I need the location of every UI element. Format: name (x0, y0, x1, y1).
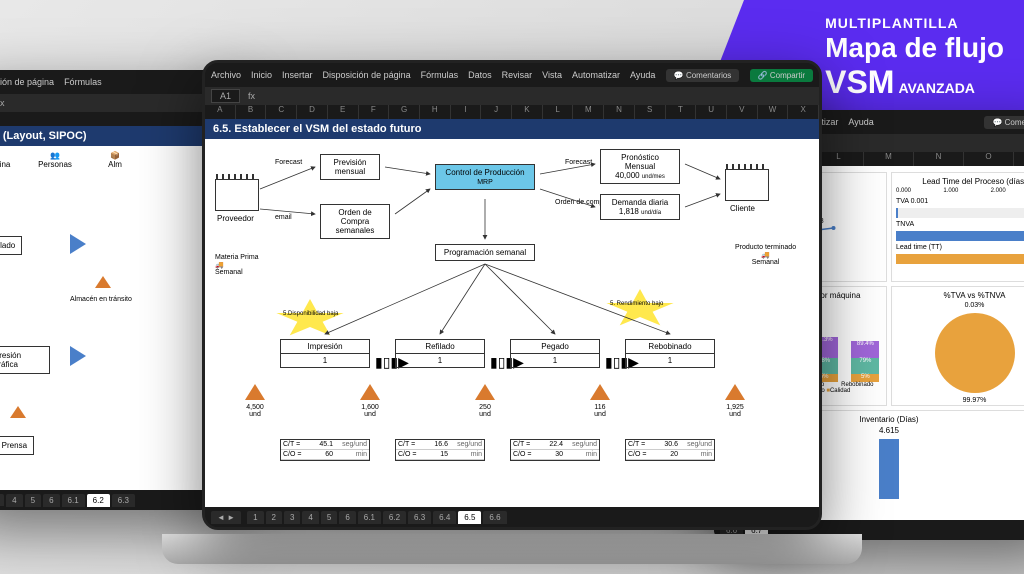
ct-table: C/T =16.6seg/und C/O =15min (395, 439, 485, 461)
ribbon-item[interactable]: Vista (542, 70, 562, 80)
ribbon-item[interactable]: Disposición de página (323, 70, 411, 80)
inv-label: 1,600und (350, 404, 390, 418)
maquina-icon: 🏭Máquina (0, 151, 20, 169)
ribbon-item[interactable]: Datos (468, 70, 492, 80)
proceso-box: Pegado1 (510, 339, 600, 368)
inventory-triangle (590, 384, 610, 400)
hero-text: MULTIPLANTILLA Mapa de flujo VSMAVANZADA (825, 15, 1004, 101)
inventory-triangle (95, 276, 111, 288)
tab[interactable]: 6.1 (358, 511, 381, 524)
ribbon-item[interactable]: Automatizar (572, 70, 620, 80)
cell-ref[interactable]: A1 (211, 89, 240, 103)
control-node: Control de ProducciónMRP (435, 164, 535, 190)
materia-label: Materia Prima🚚Semanal (215, 254, 259, 276)
proceso-box: Refilado1 (395, 339, 485, 368)
sheet-tabs-center: ◄ ► 1234566.16.26.36.46.56.6 (205, 507, 819, 527)
prog-semanal-node: Programación semanal (435, 244, 535, 261)
inv-label: 1,925und (715, 404, 755, 418)
hero-adv: AVANZADA (898, 80, 974, 96)
vsm-title: 6.5. Establecer el VSM del estado futuro (205, 119, 819, 139)
tab[interactable]: 6.1 (62, 494, 85, 507)
inventory-triangle (245, 384, 265, 400)
proveedor-icon (215, 179, 259, 211)
arrow-icon (70, 234, 86, 254)
tab[interactable]: 4 (302, 511, 318, 524)
forecast-label2: Forecast (565, 159, 592, 166)
tab[interactable]: 1 (247, 511, 263, 524)
ribbon-item[interactable]: Revisar (502, 70, 533, 80)
tab[interactable]: 6.6 (483, 511, 506, 524)
tab[interactable]: 6 (43, 494, 59, 507)
tab[interactable]: 6.3 (408, 511, 431, 524)
laptop-base (162, 534, 862, 564)
fx-icon[interactable]: fx (0, 98, 5, 108)
fx-icon[interactable]: fx (248, 91, 255, 101)
leadtime-chart: Lead Time del Proceso (días) 0.0001.0002… (891, 172, 1024, 282)
formula-bar-center: A1 fx (205, 87, 819, 105)
inventory-triangle (10, 406, 26, 418)
proceso-box: Rebobinado1 (625, 339, 715, 368)
ct-table: C/T =22.4seg/und C/O =30min (510, 439, 600, 461)
hero-tag: MULTIPLANTILLA (825, 15, 1004, 31)
ribbon-item[interactable]: Fórmulas (64, 77, 102, 87)
alm-icon: 📦Alm (90, 151, 140, 169)
comments-button[interactable]: 💬 Comentarios (666, 69, 740, 82)
impresion-node: 2. Impresión flexográfica (0, 346, 50, 374)
tab[interactable]: 6.5 (458, 511, 481, 524)
tab-active[interactable]: 6.2 (87, 494, 110, 507)
starburst-2 (605, 289, 675, 329)
demanda-node: Demanda diaria1,818 und/día (600, 194, 680, 220)
producto-label: Producto terminado🚚Semanal (735, 244, 796, 266)
inventory-triangle (475, 384, 495, 400)
inventory-triangle (360, 384, 380, 400)
ct-table: C/T =45.1seg/und C/O =60min (280, 439, 370, 461)
tab[interactable]: 6.3 (112, 494, 135, 507)
share-button[interactable]: 🔗 Compartir (750, 69, 813, 82)
starburst-1 (275, 299, 345, 339)
proceso-box: Impresión1 (280, 339, 370, 368)
tab[interactable]: 3 (284, 511, 300, 524)
ribbon-center: Archivo Inicio Insertar Disposición de p… (205, 63, 819, 87)
personas-icon: 👥Personas (30, 151, 80, 169)
forecast-label: Forecast (275, 159, 302, 166)
ct-table: C/T =30.6seg/und C/O =20min (625, 439, 715, 461)
col-headers-center: ABCDEFGHIJKLMNSTUVWX (205, 105, 819, 119)
tab[interactable]: 6 (339, 511, 355, 524)
ribbon-item[interactable]: Disposición de página (0, 77, 54, 87)
proveedor-label: Proveedor (217, 214, 254, 223)
cliente-label: Cliente (730, 204, 755, 213)
inv-label: 250und (465, 404, 505, 418)
tab[interactable]: 6.4 (433, 511, 456, 524)
tab[interactable]: 4 (6, 494, 22, 507)
arrow-icon (70, 346, 86, 366)
inv-label: 116und (580, 404, 620, 418)
inventory-triangle (725, 384, 745, 400)
vsm-canvas: Proveedor Forecast Previsión mensual Con… (205, 139, 819, 509)
tab[interactable]: 5 (321, 511, 337, 524)
orden-semanal-node: Orden de Compra semanales (320, 204, 390, 239)
alm-transito-label: Almacén en tránsito (70, 296, 132, 303)
refilado-node: 3. Refilado (0, 236, 22, 255)
tab[interactable]: 5 (25, 494, 41, 507)
email-label: email (275, 214, 292, 221)
hero-sub: VSM (825, 64, 894, 100)
screen-center: Archivo Inicio Insertar Disposición de p… (202, 60, 822, 530)
comments-button[interactable]: 💬 Comentarios (984, 116, 1024, 129)
pie-chart: %TVA vs %TNVA 0.03% 99.97% (891, 286, 1024, 406)
ribbon-item[interactable]: Ayuda (630, 70, 655, 80)
cliente-icon (725, 169, 769, 201)
inv-label: 4,500und (235, 404, 275, 418)
pronostico-node: Pronóstico Mensual40,000 und/mes (600, 149, 680, 184)
tab[interactable]: 2 (266, 511, 282, 524)
prevision-node: Previsión mensual (320, 154, 380, 180)
ribbon-item[interactable]: Ayuda (848, 117, 873, 127)
preprensa-node: Pre Prensa (0, 436, 34, 455)
hero-title: Mapa de flujo (825, 33, 1004, 64)
ribbon-item[interactable]: Inicio (251, 70, 272, 80)
ribbon-item[interactable]: Archivo (211, 70, 241, 80)
ribbon-item[interactable]: Insertar (282, 70, 313, 80)
tab[interactable]: 6.2 (383, 511, 406, 524)
ribbon-item[interactable]: Fórmulas (421, 70, 459, 80)
